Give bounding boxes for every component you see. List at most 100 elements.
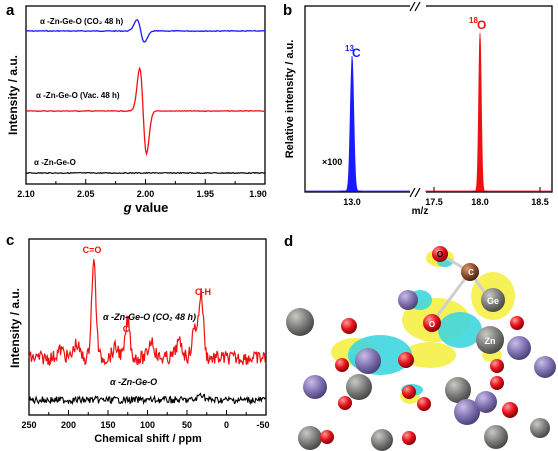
panel-b-xlabel: m/z [412, 206, 429, 217]
panel-b-scale-label: ×100 [322, 157, 342, 167]
panel-b-break-bottom-1 [409, 187, 416, 198]
panel-d-letter: d [284, 233, 294, 250]
atom-zn-7 [484, 425, 508, 449]
atom-label-zn: Zn [485, 336, 496, 346]
panel-c-peak-co: C=O [83, 245, 102, 255]
density-lobe-yellow-4 [404, 342, 456, 368]
panel-c-xticks [28, 410, 267, 415]
panel-c-xtick-4: 50 [182, 420, 192, 430]
panel-c-label-base: α -Zn-Ge-O [110, 377, 157, 387]
panel-a-xtick-4: 1.90 [249, 189, 267, 199]
atom-zn-3 [346, 374, 372, 400]
atom-zn-5 [298, 426, 322, 450]
atom-ge-4 [303, 375, 327, 399]
atom-o-9 [502, 402, 518, 418]
atom-label-o-central: O [429, 320, 435, 329]
panel-b-label-18o-mass: 18 [469, 16, 478, 25]
atom-ge-2 [507, 336, 531, 360]
panel-a-xtick-1: 2.05 [77, 189, 95, 199]
panel-b-break-bottom-2 [414, 187, 421, 198]
atom-ge-5 [454, 399, 480, 425]
panel-a-xtick-2: 2.00 [137, 189, 155, 199]
panel-b-xtick-1: 17.5 [425, 197, 443, 207]
panel-c-xlabel: Chemical shift / ppm [94, 433, 202, 445]
atom-ge-1 [355, 348, 381, 374]
atom-zn-8 [530, 418, 550, 438]
atom-o-8 [490, 376, 504, 390]
bond-c-o [430, 271, 472, 324]
panel-b-label-18o-el: O [477, 18, 486, 32]
panel-b-label-13c-mass: 13 [345, 44, 354, 53]
panel-b-ylabel: Relative intensity / a.u. [284, 40, 296, 159]
panel-a-xticks [25, 179, 266, 184]
panel-c-xtick-2: 150 [100, 420, 115, 430]
panel-d: O C Ge O Zn [286, 246, 556, 451]
atom-o-7 [490, 359, 504, 373]
panel-a-label-co2: α -Zn-Ge-O (CO₂ 48 h) [40, 17, 123, 26]
panel-a-label-vac: α -Zn-Ge-O (Vac. 48 h) [36, 91, 120, 100]
panel-c-ylabel: Intensity / a.u. [8, 288, 22, 368]
panel-a-series-base [25, 171, 266, 175]
panel-a-series-co2 [26, 19, 266, 43]
panel-c-xtick-3: 100 [140, 420, 155, 430]
atom-o-5 [402, 385, 416, 399]
panel-b-xtick-2: 18.0 [471, 197, 489, 207]
panel-a-xlabel-g: g [123, 200, 132, 215]
panel-a-xtick-labels: 2.10 2.05 2.00 1.95 1.90 [17, 189, 267, 199]
atom-label-o-top: O [437, 250, 443, 259]
atom-zn-6 [371, 429, 393, 451]
atom-label-ge: Ge [487, 296, 499, 306]
panel-c-xtick-6: -50 [256, 420, 269, 430]
atom-o-1 [341, 318, 357, 334]
panel-b-peak-18o [472, 32, 488, 192]
panel-c-xtick-1: 200 [61, 420, 76, 430]
atom-o-central [423, 314, 441, 332]
panel-a-ylabel: Intensity / a.u. [6, 55, 20, 135]
atom-ge-6 [475, 391, 497, 413]
panel-c-series-co2 [28, 259, 267, 367]
panel-b-letter: b [283, 2, 293, 19]
panel-c-xtick-0: 250 [21, 420, 36, 430]
atom-o-4 [338, 396, 352, 410]
panel-a-xlabel-value: value [132, 200, 169, 215]
panel-b-xtick-0: 13.0 [343, 197, 361, 207]
panel-b-xtick-3: 18.5 [531, 197, 549, 207]
panel-b-peak-13c [340, 55, 362, 192]
atom-o-6 [417, 397, 431, 411]
panel-c-series-base [28, 392, 267, 406]
panel-b-break-top-1 [409, 1, 416, 12]
atom-o-2 [398, 352, 414, 368]
atom-zn-2 [476, 326, 504, 354]
panel-a-label-base: α -Zn-Ge-O [34, 158, 76, 167]
atom-ge-3 [534, 356, 556, 378]
density-lobe-cyan-2 [438, 312, 482, 348]
atom-zn-4 [445, 377, 471, 403]
panel-b: 13 C 18 O ×100 Relative intensity / a.u.… [284, 1, 553, 217]
panel-b-label-13c-el: C [352, 46, 361, 60]
panel-b-break-top-2 [414, 1, 421, 12]
atom-o-top [432, 246, 448, 262]
panel-c-frame [28, 238, 267, 416]
panel-a-series-vac [25, 66, 266, 157]
panel-c-letter: c [6, 232, 15, 249]
atom-zn-1 [286, 308, 314, 336]
atom-ge-central [481, 288, 505, 312]
atom-o-11 [402, 431, 416, 445]
atom-c [461, 263, 479, 281]
panel-a-letter: a [6, 2, 15, 19]
atom-o-12 [510, 316, 524, 330]
panel-c: C=O C C-H α -Zn-Ge-O (CO₂ 48 h) α -Zn-Ge… [8, 238, 270, 445]
panel-c-peak-c: C [123, 324, 130, 334]
panel-a-xlabel: g value [123, 200, 169, 215]
panel-c-xtick-5: 0 [224, 420, 229, 430]
panel-a: α -Zn-Ge-O (CO₂ 48 h) α -Zn-Ge-O (Vac. 4… [6, 5, 267, 215]
panel-b-frame [304, 5, 553, 193]
atom-o-10 [320, 430, 334, 444]
atom-o-3 [335, 358, 349, 372]
panel-a-xtick-0: 2.10 [17, 189, 35, 199]
panel-c-peak-ch: C-H [195, 287, 211, 297]
panel-c-label-co2: α -Zn-Ge-O (CO₂ 48 h) [103, 312, 196, 322]
atom-ge-7 [398, 290, 418, 310]
atom-label-c: C [468, 268, 474, 277]
